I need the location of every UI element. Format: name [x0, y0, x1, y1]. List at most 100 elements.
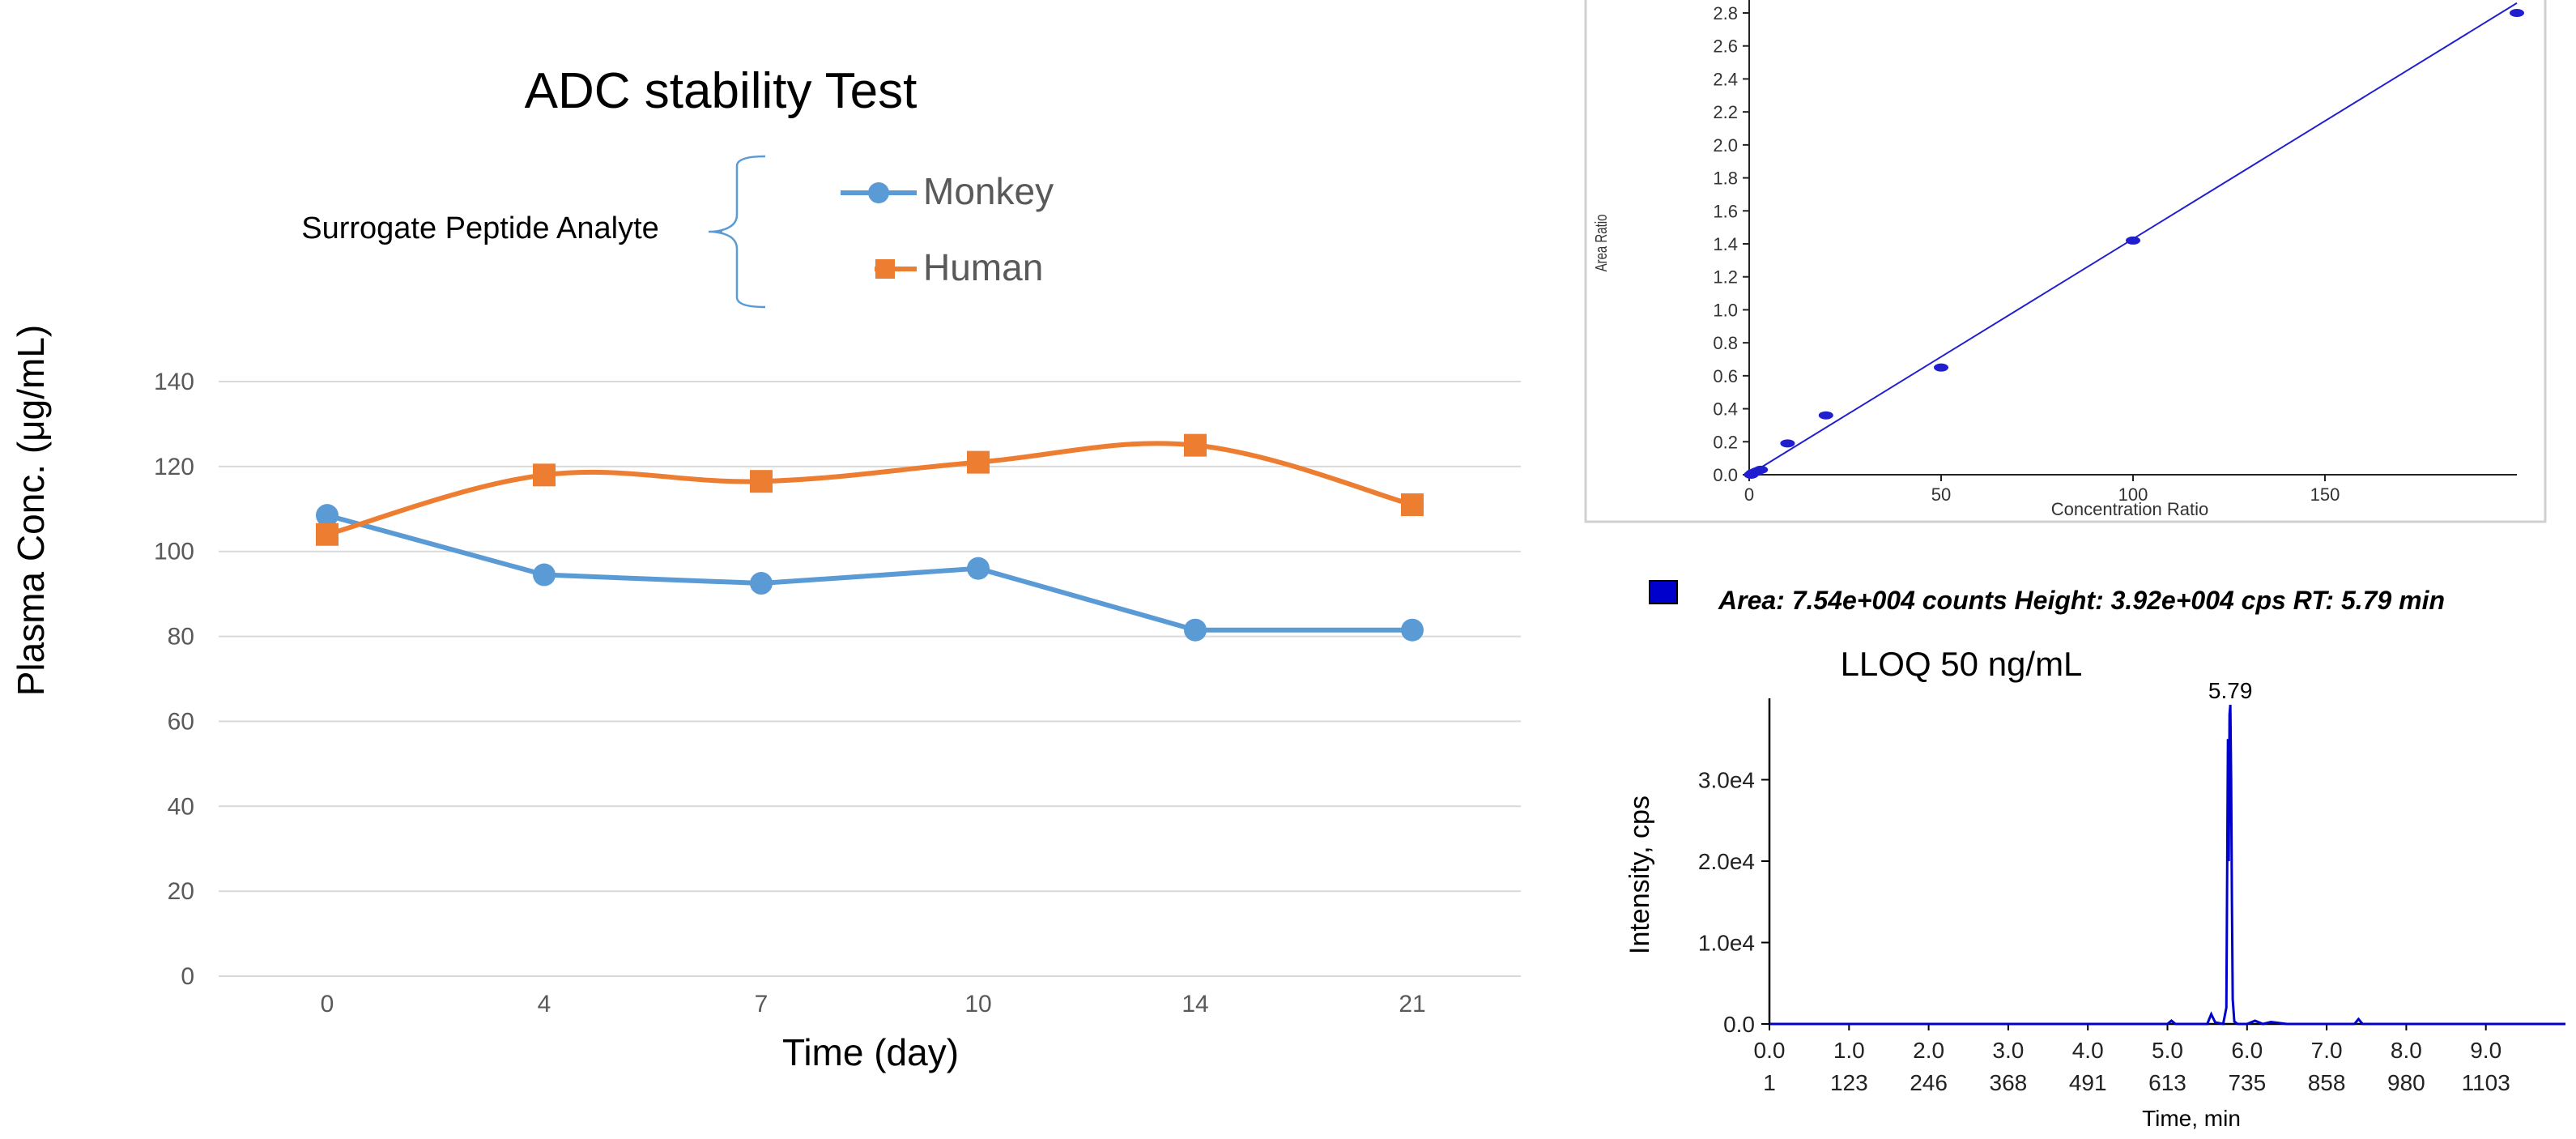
calibration-x-tick-label: 100 [2118, 484, 2148, 505]
chromatogram-x-tick-label: 1.0 [1833, 1038, 1865, 1063]
chromatogram-chart: Area: 7.54e+004 counts Height: 3.92e+004… [1624, 580, 2565, 1131]
human-point [316, 523, 338, 546]
chromatogram-x-tick-label: 8.0 [2391, 1038, 2422, 1063]
x-tick-label: 14 [1182, 991, 1208, 1017]
chromatogram-x-tick-label: 9.0 [2470, 1038, 2501, 1063]
chromatogram-scan-label: 980 [2387, 1070, 2425, 1095]
legend-human-label: Human [923, 246, 1043, 288]
stability-series [316, 433, 1424, 642]
stability-x-label: Time (day) [782, 1031, 959, 1073]
chromatogram-scan-label: 613 [2148, 1070, 2186, 1095]
human-point [967, 450, 990, 474]
chromatogram-x-tick-label: 7.0 [2311, 1038, 2343, 1063]
monkey-point [316, 504, 338, 527]
calibration-chart: 0.0 0.2 0.4 0.6 0.8 1.0 1.2 1.4 1.6 1.8 2.0 2.2 2.4 2… [1584, 0, 2547, 523]
monkey-series-line [326, 513, 1412, 633]
chromatogram-y-tick-label: 3.0e4 [1698, 768, 1755, 793]
calibration-point [1934, 363, 1948, 372]
chromatogram-trace [1769, 704, 2565, 1026]
chromatogram-scan-label: 735 [2228, 1070, 2266, 1095]
calibration-point [1753, 465, 1769, 474]
stability-y-label: Plasma Conc. (μg/mL) [10, 325, 52, 697]
x-tick-label: 21 [1399, 991, 1425, 1017]
calibration-x-tick-label: 50 [1931, 484, 1951, 505]
calibration-y-tick-label: 1.2 [1713, 267, 1738, 288]
calibration-x-tick-label: 0 [1744, 484, 1754, 505]
chromatogram-x-tick-label: 5.0 [2152, 1038, 2183, 1063]
y-tick-label: 100 [154, 539, 194, 565]
y-tick-label: 20 [168, 878, 194, 905]
calibration-point [1780, 439, 1795, 448]
calibration-points [1744, 9, 2524, 479]
stability-gridlines [219, 381, 1521, 977]
calibration-y-ticks: 0.0 0.2 0.4 0.6 0.8 1.0 1.2 1.4 1.6 1.8 2.0 2.2 2.4 2… [1713, 3, 1749, 485]
chromatogram-x-tick-label: 3.0 [1992, 1038, 2024, 1063]
chromatogram-x-ticks: 0.0 1 1.0 123 2.0 246 3.0 368 4.0 491 5.0 613 6.0 735… [1754, 1024, 2510, 1095]
human-point [1401, 493, 1424, 517]
monkey-point [967, 557, 990, 580]
chromatogram-scan-label: 1 [1763, 1070, 1776, 1095]
monkey-point [1184, 618, 1207, 642]
calibration-panel [1584, 0, 2547, 523]
chromatogram-scan-label: 368 [1990, 1070, 2028, 1095]
chromatogram-trace-group [1769, 704, 2565, 1026]
y-tick-label: 120 [154, 454, 194, 480]
chromatogram-scan-label: 1103 [2462, 1070, 2510, 1095]
calibration-y-tick-label: 0.2 [1713, 432, 1738, 452]
human-point [750, 470, 773, 493]
human-point [1184, 433, 1207, 457]
calibration-y-tick-label: 1.4 [1713, 234, 1738, 254]
calibration-x-tick-label: 150 [2310, 484, 2340, 505]
calibration-point [2126, 236, 2140, 245]
chromatogram-y-ticks: 0.0 1.0e4 2.0e4 3.0e4 [1698, 768, 1769, 1037]
calibration-y-tick-label: 0.4 [1713, 399, 1738, 420]
chromatogram-x-tick-label: 6.0 [2231, 1038, 2263, 1063]
chromatogram-y-tick-label: 1.0e4 [1698, 931, 1755, 956]
calibration-y-tick-label: 2.8 [1713, 3, 1738, 23]
y-tick-label: 80 [168, 624, 194, 651]
x-tick-label: 0 [321, 991, 334, 1017]
calibration-x-label: Concentration Ratio [2051, 499, 2208, 519]
calibration-y-tick-label: 0.0 [1713, 465, 1738, 485]
monkey-point [750, 572, 773, 595]
calibration-point [1818, 411, 1833, 420]
chromatogram-scan-label: 123 [1830, 1070, 1868, 1095]
calibration-y-tick-label: 2.6 [1713, 36, 1738, 57]
calibration-y-tick-label: 1.0 [1713, 300, 1738, 320]
calibration-y-tick-label: 2.4 [1713, 69, 1738, 89]
chromatogram-scan-label: 491 [2069, 1070, 2107, 1095]
stability-chart: ADC stability Test Surrogate Peptide Ana… [10, 63, 1521, 1073]
chromatogram-title: LLOQ 50 ng/mL [1841, 645, 2083, 683]
chromatogram-x-tick-label: 4.0 [2072, 1038, 2104, 1063]
chromatogram-y-tick-label: 2.0e4 [1698, 849, 1755, 874]
stability-x-ticks: 0 4 7 10 14 21 [321, 991, 1426, 1017]
calibration-y-tick-label: 1.6 [1713, 201, 1738, 221]
stability-title: ADC stability Test [525, 63, 918, 119]
x-tick-label: 10 [964, 991, 991, 1017]
chromatogram-peak-label: 5.79 [2208, 678, 2253, 703]
chromatogram-y-tick-label: 0.0 [1723, 1012, 1755, 1037]
chromatogram-legend-swatch [1649, 580, 1678, 604]
human-point [533, 463, 556, 487]
chromatogram-x-tick-label: 0.0 [1754, 1038, 1786, 1063]
legend-human-marker [875, 259, 895, 279]
x-tick-label: 4 [538, 991, 551, 1017]
chromatogram-x-label: Time, min [2142, 1106, 2241, 1131]
calibration-y-tick-label: 0.6 [1713, 366, 1738, 386]
calibration-y-tick-label: 2.2 [1713, 102, 1738, 122]
y-tick-label: 140 [154, 369, 194, 395]
legend-monkey-marker [868, 182, 889, 203]
human-series-line [326, 441, 1413, 537]
chromatogram-y-label: Intensity, cps [1624, 796, 1655, 954]
x-tick-label: 7 [755, 991, 769, 1017]
stability-annotation: Surrogate Peptide Analyte [301, 211, 659, 245]
chromatogram-header: Area: 7.54e+004 counts Height: 3.92e+004… [1718, 586, 2445, 615]
calibration-point [2510, 9, 2524, 17]
calibration-y-label: Area Ratio [1592, 214, 1611, 271]
monkey-point [1401, 618, 1424, 642]
chromatogram-scan-label: 246 [1910, 1070, 1948, 1095]
stability-y-ticks: 0 20 40 60 80 100 120 140 [154, 369, 194, 990]
chromatogram-axes [1768, 698, 2565, 1026]
